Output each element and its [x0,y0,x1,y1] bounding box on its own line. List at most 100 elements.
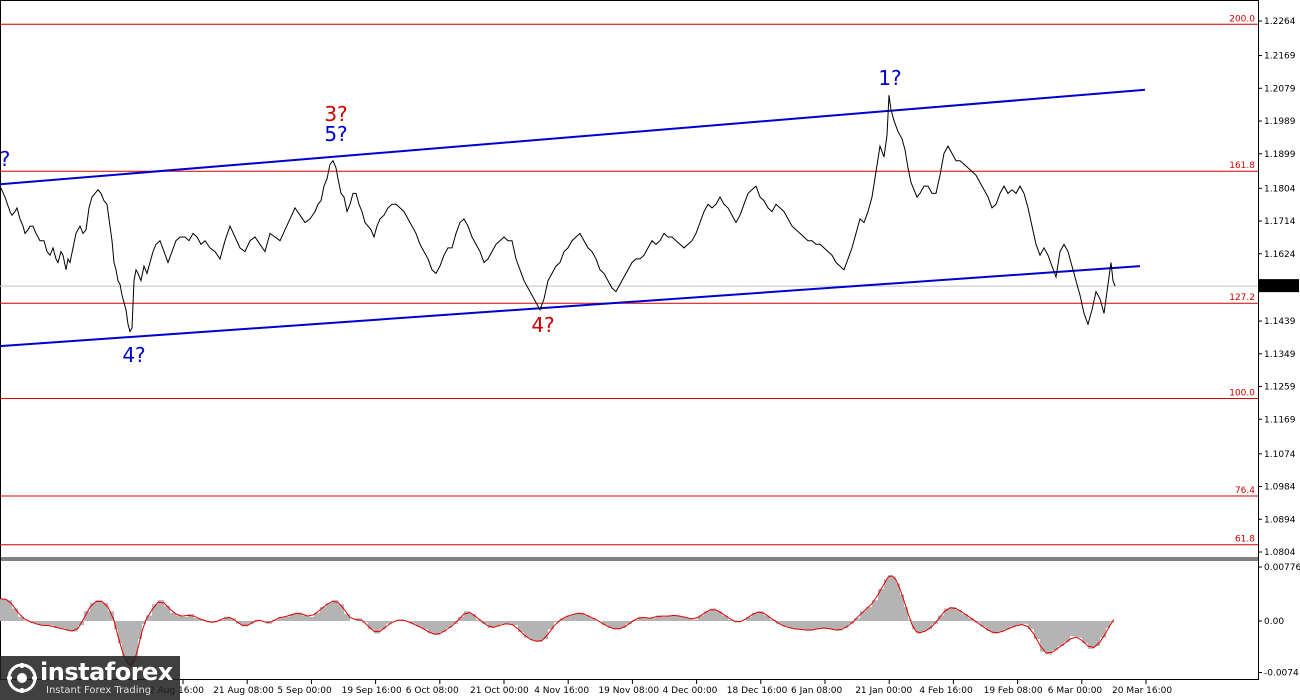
price-tick-label: 1.1439 [1264,317,1296,327]
oscillator-bar [1046,621,1052,655]
oscillator-bar [1058,621,1064,647]
oscillator-bar [992,621,998,634]
wave-label: 4? [531,313,554,337]
oscillator-bar [1082,621,1088,644]
oscillator-bar [114,621,118,630]
oscillator-bar [0,598,6,621]
price-tick-label: 1.1169 [1264,415,1296,425]
oscillator-bar [980,621,986,627]
oscillator-bar [374,621,380,634]
oscillator-bar [500,621,506,624]
oscillator-bar [614,621,620,630]
oscillator-bar [90,602,96,621]
oscillator-bar [1076,621,1082,638]
oscillator-bar [126,621,130,665]
current-price-label: 1.1535 [1264,282,1296,292]
price-line [0,95,1116,333]
oscillator-bar [452,621,458,624]
oscillator-bar [866,607,872,621]
oscillator-bar [1052,621,1058,651]
price-tick-label: 1.2169 [1264,52,1296,62]
watermark-brand: instaforex [40,658,173,686]
oscillator-bar [728,619,734,621]
oscillator-bar [326,602,332,621]
oscillator-bar [470,614,476,621]
oscillator-signal-line [0,575,1115,667]
oscillator-bar [60,621,66,629]
time-tick-label: 6 Jan 08:00 [791,686,843,696]
oscillator-bar [644,618,650,621]
oscillator-bar [1028,621,1034,630]
price-tick-label: 1.1349 [1264,350,1296,360]
oscillator-bar [662,616,668,621]
oscillator-bar [704,611,710,621]
oscillator-bar [892,576,896,621]
oscillator-bar [236,621,242,624]
oscillator-bar [900,594,904,621]
oscillator-bar [884,579,888,621]
oscillator-bar [72,621,78,632]
oscillator-bar [1106,621,1110,628]
oscillator-bar [476,619,482,621]
oscillator-bar [506,621,512,624]
oscillator-bar [812,621,818,630]
oscillator-bar [152,604,158,621]
oscillator-bar [974,621,980,623]
oscillator-bar [122,621,126,658]
oscillator-bar [746,616,752,621]
time-tick-label: 21 Oct 00:00 [470,686,529,696]
oscillator-bar [428,621,434,634]
oscillator-bar [824,621,830,628]
oscillator-bar [242,621,248,627]
oscillator-bar [434,621,440,635]
oscillator-bar [776,621,782,624]
oscillator-bar [512,621,518,626]
time-tick-label: 6 Mar 00:00 [1048,686,1103,696]
oscillator-bar [1022,621,1028,624]
price-tick-label: 1.0894 [1264,515,1296,525]
oscillator-bar [170,612,176,621]
oscillator-bar [320,607,326,621]
oscillator-bar [530,621,536,641]
oscillator-bar [12,608,18,621]
oscillator-bar [284,616,290,621]
oscillator-bar [872,600,878,621]
channel-upper-line [0,88,1146,186]
oscillator-bar [42,621,48,626]
oscillator-bar [482,621,488,624]
oscillator-bar [194,618,200,621]
oscillator-tick-label: 0.00776 [1264,563,1300,573]
wave-label: ? [0,147,10,171]
oscillator-bar [302,615,308,621]
instaforex-logo-icon [7,663,37,693]
oscillator-bar [164,605,170,621]
oscillator-bar [668,615,674,621]
oscillator-bar [764,615,770,621]
oscillator-bar [488,621,494,628]
oscillator-bar [572,614,578,621]
oscillator-bar [848,621,854,624]
watermark-tagline: Instant Forex Trading [46,685,152,696]
channel-lower-line [0,265,1141,348]
oscillator-bar [578,612,584,621]
fib-level-label: 76.4 [1235,486,1255,496]
time-tick-label: 19 Nov 08:00 [598,686,659,696]
oscillator-bar [458,616,464,621]
oscillator-tick-label: -0.0074 [1264,668,1299,678]
oscillator-bar [134,621,138,658]
oscillator-bar [878,588,884,621]
price-tick-label: 1.1714 [1264,217,1296,227]
oscillator-bar [362,621,368,623]
oscillator-bar [54,621,60,628]
oscillator-bar [1034,621,1040,640]
oscillator-bar [1010,621,1016,627]
oscillator-tick-label: 0.00 [1264,617,1284,627]
oscillator-bar [626,621,632,624]
oscillator-bar [770,619,776,621]
time-tick-label: 21 Jan 00:00 [855,686,912,696]
oscillator-bar [854,618,860,621]
oscillator-bar [926,621,932,630]
oscillator-bar [1004,621,1010,630]
price-tick-label: 1.1259 [1264,383,1296,393]
